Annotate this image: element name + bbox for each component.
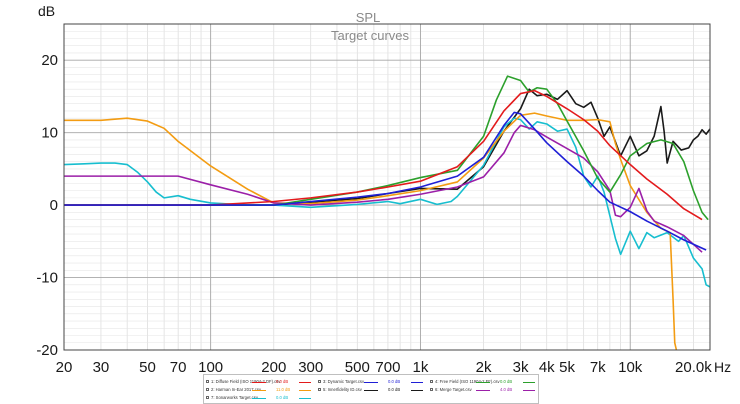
legend-label: 4: Free Field (ISO 11904-2 FF).csv bbox=[435, 379, 500, 384]
legend-offset: 0.0 dB bbox=[388, 387, 401, 392]
series-lines bbox=[63, 75, 711, 351]
legend-label: 7: Sonarworks Target.csv bbox=[211, 395, 258, 400]
legend-label: 3: Dynamic Target.csv bbox=[323, 379, 365, 384]
series-line-2 bbox=[64, 112, 678, 351]
y-tick-label: 0 bbox=[50, 197, 58, 214]
x-tick-label: 500 bbox=[345, 359, 370, 372]
x-tick-label: 5k bbox=[559, 359, 575, 372]
legend-swatch-2 bbox=[523, 389, 535, 391]
series-line-3 bbox=[64, 111, 707, 251]
legend-offset: 0.0 dB bbox=[276, 395, 289, 400]
legend-checkbox[interactable] bbox=[318, 388, 321, 391]
x-tick-label: 300 bbox=[298, 359, 323, 372]
x-tick-labels: 20 30 50 70 100 200 300 500 700 1k 2k 3k 4k 5k 7k 10k 20… bbox=[56, 359, 713, 372]
series-line-4 bbox=[64, 75, 709, 221]
legend-offset: 4.0 dB bbox=[500, 387, 513, 392]
legend-swatch bbox=[364, 381, 378, 383]
legend-swatch bbox=[476, 381, 490, 383]
x-tick-label: 20 bbox=[56, 359, 73, 372]
legend-offset: 11.0 dB bbox=[276, 387, 291, 392]
y-tick-label: -10 bbox=[36, 270, 58, 287]
legend-item[interactable]: 1: Diffuse Field (ISO 11904-2 DF).csv 0.0… bbox=[204, 378, 316, 386]
legend-item[interactable]: 5: Innerfidelity ID.csv 0.0 dB bbox=[316, 386, 428, 394]
legend-checkbox[interactable] bbox=[206, 380, 209, 383]
x-tick-label: 3k bbox=[513, 359, 529, 372]
x-tick-label: 30 bbox=[93, 359, 110, 372]
legend-swatch bbox=[476, 389, 490, 391]
legend-swatch-2 bbox=[411, 389, 423, 391]
x-tick-label: 20.0k bbox=[675, 359, 712, 372]
legend-swatch-2 bbox=[411, 381, 423, 383]
legend: 1: Diffuse Field (ISO 11904-2 DF).csv 0.0… bbox=[203, 374, 539, 404]
legend-offset: 0.0 dB bbox=[276, 379, 289, 384]
legend-checkbox[interactable] bbox=[318, 380, 321, 383]
y-tick-label: 10 bbox=[41, 125, 58, 142]
legend-checkbox[interactable] bbox=[206, 388, 209, 391]
plot-frame bbox=[63, 23, 711, 351]
legend-swatch-2 bbox=[299, 397, 311, 399]
legend-label: 1: Diffuse Field (ISO 11904-2 DF).csv bbox=[211, 379, 281, 384]
y-axis-label: dB bbox=[38, 3, 55, 19]
series-line-1 bbox=[64, 89, 703, 221]
x-tick-label: 100 bbox=[198, 359, 223, 372]
x-tick-label: 7k bbox=[590, 359, 606, 372]
x-tick-label: 1k bbox=[413, 359, 429, 372]
legend-offset: 0.0 dB bbox=[500, 379, 513, 384]
y-tick-label: -20 bbox=[36, 342, 58, 359]
legend-swatch bbox=[252, 381, 266, 383]
legend-offset: 0.0 dB bbox=[388, 379, 401, 384]
x-tick-label: 10k bbox=[618, 359, 643, 372]
legend-label: 6: Merge Target.csv bbox=[435, 387, 472, 392]
legend-swatch bbox=[252, 397, 266, 399]
series-line-5 bbox=[64, 88, 711, 206]
y-tick-label: 20 bbox=[41, 52, 58, 69]
x-tick-label: 200 bbox=[261, 359, 286, 372]
legend-item[interactable]: 2: Harman In-Ear 2017.csv 11.0 dB bbox=[204, 386, 316, 394]
legend-swatch-2 bbox=[299, 381, 311, 383]
x-tick-label: 700 bbox=[375, 359, 400, 372]
legend-item[interactable]: 4: Free Field (ISO 11904-2 FF).csv 0.0 dB bbox=[428, 378, 540, 386]
legend-label: 2: Harman In-Ear 2017.csv bbox=[211, 387, 262, 392]
legend-swatch-2 bbox=[299, 389, 311, 391]
spl-chart: SPL Target curves dB Hz -20 -10 0 10 20 20 30… bbox=[36, 3, 731, 372]
legend-swatch bbox=[252, 389, 266, 391]
legend-item[interactable]: 6: Merge Target.csv 4.0 dB bbox=[428, 386, 540, 394]
legend-label: 5: Innerfidelity ID.csv bbox=[323, 387, 362, 392]
legend-swatch-2 bbox=[523, 381, 535, 383]
series-line-6 bbox=[64, 124, 703, 253]
x-tick-label: 70 bbox=[170, 359, 187, 372]
legend-item[interactable]: 7: Sonarworks Target.csv 0.0 dB bbox=[204, 394, 316, 402]
legend-item[interactable]: 3: Dynamic Target.csv 0.0 dB bbox=[316, 378, 428, 386]
legend-checkbox[interactable] bbox=[206, 396, 209, 399]
chart-subtitle: Target curves bbox=[331, 28, 410, 43]
legend-swatch bbox=[364, 389, 378, 391]
x-tick-label: 4k bbox=[539, 359, 555, 372]
x-tick-label: 2k bbox=[476, 359, 492, 372]
legend-checkbox[interactable] bbox=[430, 380, 433, 383]
chart-title: SPL bbox=[356, 10, 381, 25]
legend-checkbox[interactable] bbox=[430, 388, 433, 391]
y-tick-labels: -20 -10 0 10 20 bbox=[36, 52, 58, 359]
x-tick-label: 50 bbox=[139, 359, 156, 372]
x-axis-label: Hz bbox=[714, 359, 731, 372]
